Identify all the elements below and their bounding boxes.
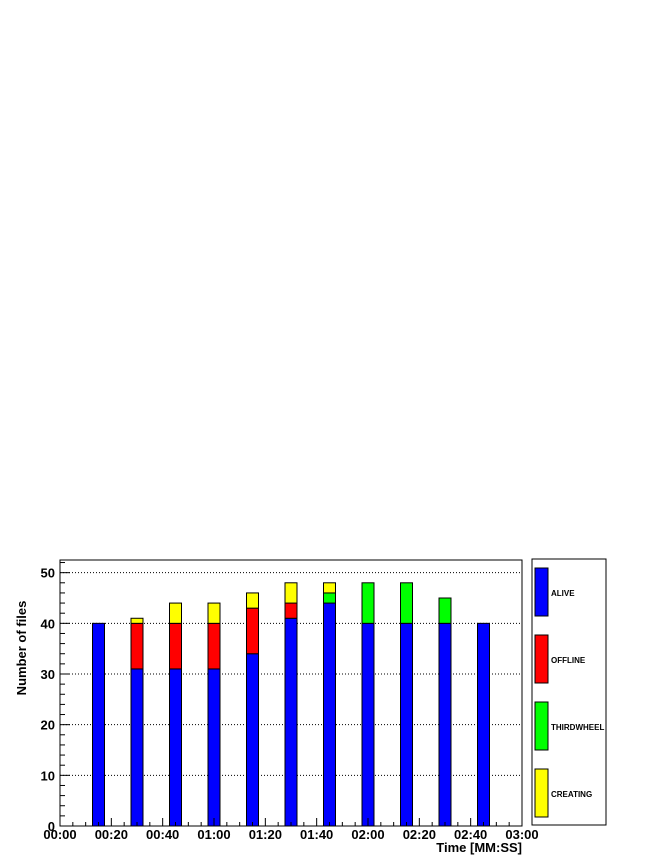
x-tick-label: 00:00 (43, 827, 76, 842)
bar-alive (400, 622, 413, 827)
bar-thirdwheel (438, 597, 452, 624)
y-axis-title: Number of files (14, 601, 29, 696)
bar-thirdwheel (323, 592, 336, 604)
x-tick-label: 00:40 (146, 827, 179, 842)
bar-alive (323, 602, 336, 827)
bar-alive (246, 653, 259, 827)
x-tick-label: 02:40 (454, 827, 487, 842)
bar-creating (130, 617, 144, 624)
bar-creating (169, 602, 182, 624)
x-tick-label: 00:20 (95, 827, 128, 842)
x-tick-label: 01:40 (300, 827, 333, 842)
bar-alive (361, 622, 375, 827)
bar-thirdwheel (400, 582, 413, 624)
bar-offline (207, 622, 221, 670)
x-tick-label: 02:20 (403, 827, 436, 842)
bar-alive (169, 668, 182, 827)
legend-swatch-creating (534, 768, 549, 818)
y-tick-label: 20 (41, 718, 55, 733)
bar-alive (438, 622, 452, 827)
bar-thirdwheel (361, 582, 375, 624)
bar-offline (169, 622, 182, 670)
bar-alive (207, 668, 221, 827)
bar-creating (323, 582, 336, 594)
bar-creating (246, 592, 259, 609)
legend-swatch-thirdwheel (534, 701, 549, 751)
legend: ALIVE OFFLINE THIRDWHEEL CREATING (534, 567, 604, 818)
bar-alive (477, 622, 490, 827)
x-tick-label: 02:00 (351, 827, 384, 842)
x-axis-title: Time [MM:SS] (436, 840, 522, 855)
bars (92, 582, 490, 827)
x-tick-label: 01:20 (249, 827, 282, 842)
x-tick-label: 03:00 (505, 827, 538, 842)
bar-alive (284, 617, 298, 827)
axes: 0 10 20 30 40 50 00:00 00:20 00:40 01:00 01:20 01:4… (41, 562, 539, 842)
y-tick-label: 50 (41, 566, 55, 581)
bar-offline (284, 602, 298, 619)
bar-alive (92, 622, 105, 827)
bar-creating (207, 602, 221, 624)
y-tick-label: 10 (41, 768, 55, 783)
bar-creating (284, 582, 298, 604)
legend-label-creating: CREATING (551, 790, 592, 799)
y-tick-label: 0 (48, 819, 55, 834)
bar-offline (246, 607, 259, 655)
legend-label-thirdwheel: THIRDWHEEL (551, 723, 604, 732)
bar-alive (130, 668, 144, 827)
legend-label-offline: OFFLINE (551, 656, 586, 665)
y-tick-label: 40 (41, 616, 55, 631)
y-tick-label: 30 (41, 667, 55, 682)
bar-offline (130, 622, 144, 670)
x-tick-label: 01:00 (197, 827, 230, 842)
legend-label-alive: ALIVE (551, 589, 575, 598)
legend-swatch-offline (534, 634, 549, 684)
legend-swatch-alive (534, 567, 549, 617)
